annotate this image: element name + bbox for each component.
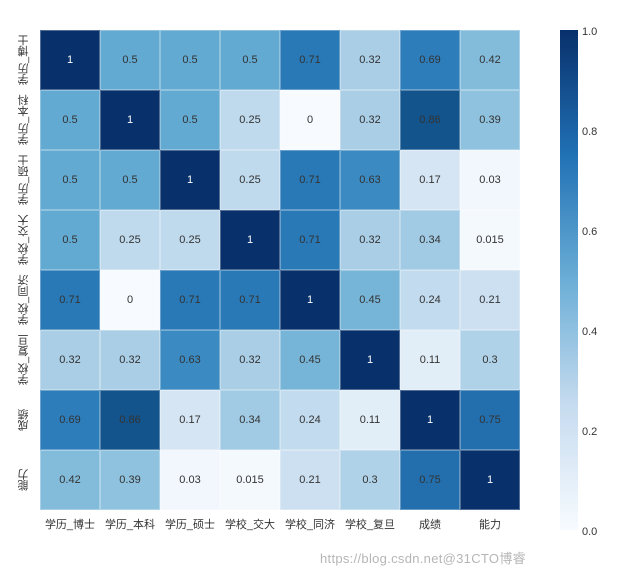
colorbar-tick-label: 1.0 <box>582 26 597 38</box>
heatmap-cell: 1 <box>460 450 520 510</box>
y-axis-label: 学历_硕士 <box>10 150 38 210</box>
heatmap-cell: 0 <box>100 270 160 330</box>
heatmap-cell: 0.71 <box>40 270 100 330</box>
heatmap-cell: 0.39 <box>460 90 520 150</box>
heatmap-cell: 0.34 <box>400 210 460 270</box>
heatmap-cell: 0.75 <box>400 450 460 510</box>
heatmap-cell: 0.5 <box>40 150 100 210</box>
heatmap-cell: 1 <box>40 30 100 90</box>
colorbar-tick-label: 0.8 <box>582 126 597 138</box>
heatmap-cell: 0.32 <box>220 330 280 390</box>
heatmap-cell: 0.42 <box>40 450 100 510</box>
heatmap-cell: 0.5 <box>160 90 220 150</box>
y-axis-label: 成绩 <box>10 390 38 450</box>
heatmap-cell: 0.25 <box>220 90 280 150</box>
y-axis-label: 学校_复旦 <box>10 330 38 390</box>
y-axis-label: 学历_博士 <box>10 30 38 90</box>
heatmap-cell: 0.17 <box>400 150 460 210</box>
heatmap-cell: 1 <box>160 150 220 210</box>
y-axis-label: 学历_本科 <box>10 90 38 150</box>
heatmap-cell: 0.03 <box>460 150 520 210</box>
x-axis-label: 学历_硕士 <box>160 512 220 532</box>
heatmap-cell: 0.39 <box>100 450 160 510</box>
heatmap-cell: 0.015 <box>220 450 280 510</box>
heatmap-cell: 0.11 <box>400 330 460 390</box>
x-axis-label: 成绩 <box>400 512 460 532</box>
heatmap-cell: 1 <box>100 90 160 150</box>
heatmap-cell: 0.75 <box>460 390 520 450</box>
heatmap-cell: 0.5 <box>160 30 220 90</box>
heatmap-cell: 0.3 <box>340 450 400 510</box>
heatmap-cell: 0.24 <box>280 390 340 450</box>
heatmap-cell: 0.5 <box>100 150 160 210</box>
heatmap-cell: 0.25 <box>220 150 280 210</box>
x-axis-label: 学校_交大 <box>220 512 280 532</box>
heatmap-cell: 0.32 <box>40 330 100 390</box>
heatmap-cell: 0.5 <box>100 30 160 90</box>
heatmap-cell: 0.71 <box>280 210 340 270</box>
colorbar-ticks: 1.00.80.60.40.20.0 <box>582 26 622 534</box>
y-axis-label: 学校_交大 <box>10 210 38 270</box>
heatmap-cell: 0.86 <box>400 90 460 150</box>
y-axis-label: 学校_同济 <box>10 270 38 330</box>
watermark-text: https://blog.csdn.net@31CTO博睿 <box>320 548 526 567</box>
heatmap-cell: 0.5 <box>40 210 100 270</box>
heatmap-cell: 0 <box>280 90 340 150</box>
heatmap-cell: 0.34 <box>220 390 280 450</box>
x-axis-label: 学历_本科 <box>100 512 160 532</box>
heatmap-cell: 0.71 <box>280 150 340 210</box>
x-axis-label: 学校_复旦 <box>340 512 400 532</box>
heatmap-cell: 0.32 <box>100 330 160 390</box>
heatmap-cell: 0.71 <box>160 270 220 330</box>
heatmap-cell: 1 <box>220 210 280 270</box>
heatmap-cell: 0.25 <box>100 210 160 270</box>
heatmap-cell: 0.71 <box>220 270 280 330</box>
heatmap-cell: 0.63 <box>340 150 400 210</box>
heatmap-cell: 0.03 <box>160 450 220 510</box>
heatmap-grid: 10.50.50.50.710.320.690.420.510.50.2500.… <box>40 30 520 510</box>
heatmap-cell: 1 <box>280 270 340 330</box>
heatmap-cell: 0.21 <box>280 450 340 510</box>
x-axis-label: 学校_同济 <box>280 512 340 532</box>
heatmap-cell: 0.45 <box>340 270 400 330</box>
heatmap-cell: 0.71 <box>280 30 340 90</box>
heatmap-cell: 0.015 <box>460 210 520 270</box>
heatmap-cell: 0.17 <box>160 390 220 450</box>
colorbar-tick-label: 0.0 <box>582 526 597 538</box>
y-axis-labels: 学历_博士学历_本科学历_硕士学校_交大学校_同济学校_复旦成绩能力 <box>10 30 38 510</box>
heatmap-cell: 0.24 <box>400 270 460 330</box>
x-axis-labels: 学历_博士学历_本科学历_硕士学校_交大学校_同济学校_复旦成绩能力 <box>40 512 520 532</box>
heatmap-cell: 0.63 <box>160 330 220 390</box>
heatmap-cell: 0.5 <box>220 30 280 90</box>
heatmap-cell: 0.69 <box>400 30 460 90</box>
heatmap-cell: 0.86 <box>100 390 160 450</box>
x-axis-label: 学历_博士 <box>40 512 100 532</box>
heatmap-cell: 0.32 <box>340 30 400 90</box>
heatmap-cell: 0.69 <box>40 390 100 450</box>
heatmap-cell: 1 <box>340 330 400 390</box>
colorbar-tick-label: 0.2 <box>582 426 597 438</box>
heatmap-cell: 0.3 <box>460 330 520 390</box>
heatmap-cell: 0.21 <box>460 270 520 330</box>
heatmap-cell: 0.42 <box>460 30 520 90</box>
heatmap-cell: 0.5 <box>40 90 100 150</box>
heatmap-cell: 1 <box>400 390 460 450</box>
colorbar <box>560 30 578 530</box>
heatmap-cell: 0.25 <box>160 210 220 270</box>
colorbar-tick-label: 0.4 <box>582 326 597 338</box>
heatmap-cell: 0.11 <box>340 390 400 450</box>
y-axis-label: 能力 <box>10 450 38 510</box>
heatmap-cell: 0.32 <box>340 90 400 150</box>
heatmap-cell: 0.32 <box>340 210 400 270</box>
x-axis-label: 能力 <box>460 512 520 532</box>
colorbar-tick-label: 0.6 <box>582 226 597 238</box>
heatmap-cell: 0.45 <box>280 330 340 390</box>
